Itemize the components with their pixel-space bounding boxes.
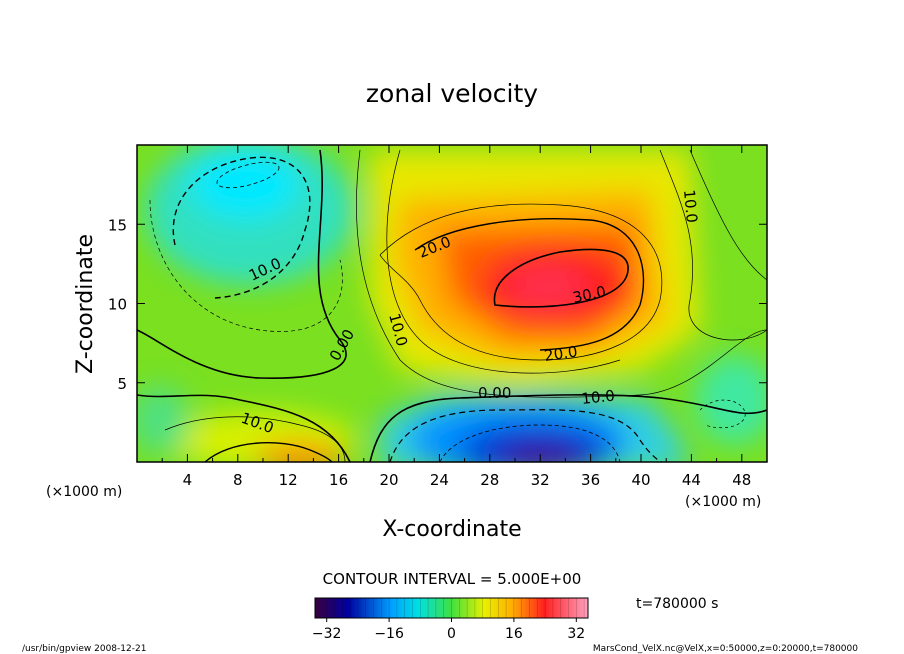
colorbar-tick-label: −16 (374, 626, 404, 642)
y-tick-label: 10 (108, 296, 127, 314)
x-tick-label: 48 (732, 471, 751, 489)
contour-interval: CONTOUR INTERVAL = 5.000E+00 (323, 570, 582, 588)
colorbar-ticks: −32 −16 0 16 32 (312, 598, 585, 642)
x-axis-label: X-coordinate (382, 517, 521, 542)
footer-right: MarsCond_VelX.nc@VelX,x=0:50000,z=0:2000… (593, 644, 858, 654)
x-unit-left: (×1000 m) (46, 484, 122, 500)
x-tick-label: 8 (233, 471, 243, 489)
colorbar-tick-label: 32 (567, 626, 585, 642)
x-tick-label: 32 (531, 471, 550, 489)
colorbar-tick-label: −32 (312, 626, 342, 642)
x-tick-label: 4 (183, 471, 193, 489)
x-unit-right: (×1000 m) (685, 494, 761, 510)
footer-left: /usr/bin/gpview 2008-12-21 (22, 644, 146, 654)
x-axis: 4 8 12 16 20 24 28 32 36 40 44 48 (161, 145, 751, 489)
y-axis-label: Z-coordinate (73, 234, 98, 374)
y-axis: 5 10 15 (108, 216, 767, 393)
colorbar-tick-label: 16 (505, 626, 523, 642)
y-tick-label: 5 (117, 375, 127, 393)
x-tick-label: 12 (279, 471, 298, 489)
contour-label: 10.0 (581, 387, 616, 408)
time-label: t=780000 s (636, 596, 718, 612)
contour-label: 0.00 (478, 384, 511, 402)
contour-label: 10.0 (680, 189, 701, 224)
x-tick-label: 36 (581, 471, 600, 489)
chart-title: zonal velocity (366, 79, 538, 108)
x-tick-label: 40 (631, 471, 650, 489)
x-tick-label: 24 (430, 471, 449, 489)
contour-label: 20.0 (543, 342, 579, 364)
heatmap-field: 10.0 20.0 30.0 0.00 10.0 20.0 0.00 10.0 … (137, 145, 767, 462)
x-tick-label: 20 (379, 471, 398, 489)
y-tick-label: 15 (108, 216, 127, 234)
x-tick-label: 16 (329, 471, 348, 489)
x-tick-label: 44 (682, 471, 701, 489)
x-tick-label: 28 (480, 471, 499, 489)
colorbar-tick-label: 0 (447, 626, 456, 642)
